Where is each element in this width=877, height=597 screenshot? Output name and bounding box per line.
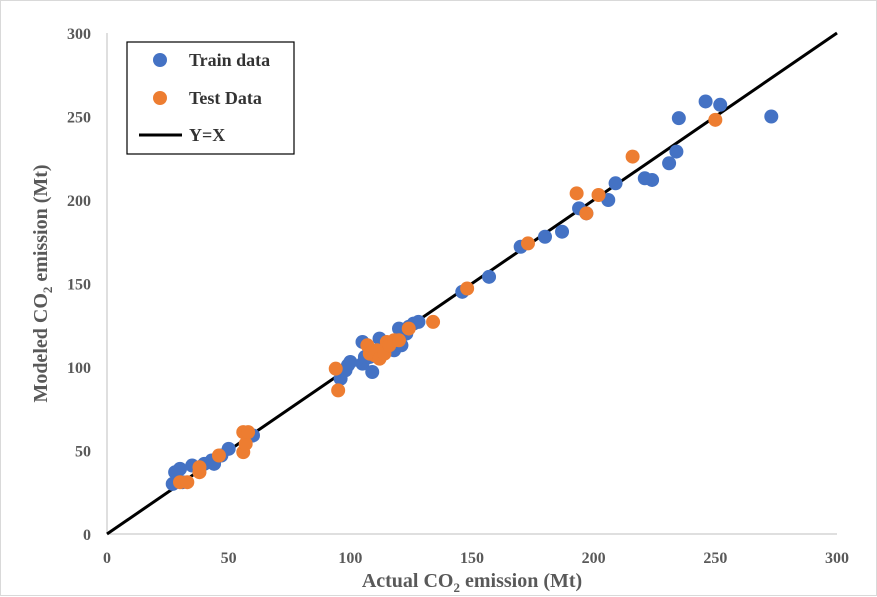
y-tick-label: 150	[67, 277, 91, 294]
y-tick-label: 50	[75, 444, 91, 461]
y-tick-label: 200	[67, 193, 91, 210]
x-tick-label: 50	[221, 550, 237, 567]
test-data-point	[328, 361, 343, 376]
legend-label-test: Test Data	[189, 88, 262, 108]
x-tick-label: 150	[460, 550, 484, 567]
test-data-point	[520, 236, 535, 251]
test-data-point	[460, 281, 475, 296]
y-tick-labels: 0 50 100 150 200 250 300	[67, 26, 91, 544]
train-data-point	[671, 111, 686, 126]
legend-label-line: Y=X	[189, 125, 225, 145]
test-data-point	[331, 383, 346, 398]
test-data-point	[569, 186, 584, 201]
train-data-point	[482, 269, 497, 284]
train-data-point	[365, 365, 380, 380]
test-data-point	[180, 475, 195, 490]
y-tick-label: 250	[67, 110, 91, 127]
test-data-point	[579, 206, 594, 221]
train-data-point	[645, 172, 660, 187]
test-data-point	[401, 321, 416, 336]
legend-label-train: Train data	[189, 50, 270, 70]
axes	[106, 33, 837, 535]
train-data-point	[343, 354, 358, 369]
x-tick-label: 250	[703, 550, 727, 567]
legend-marker-train	[153, 53, 167, 67]
x-axis-title: Actual CO2 emission (Mt)	[362, 570, 582, 595]
legend: Train data Test Data Y=X	[126, 41, 295, 155]
test-data-point	[591, 187, 606, 202]
train-data-point	[713, 97, 728, 112]
legend-marker-test	[153, 91, 167, 105]
train-data-point	[764, 109, 779, 124]
test-data-point	[241, 425, 256, 440]
x-tick-label: 0	[103, 550, 111, 567]
x-tick-labels: 0 50 100 150 200 250 300	[103, 550, 849, 567]
x-tick-label: 300	[825, 550, 849, 567]
train-data-point	[669, 144, 684, 159]
test-data-points	[173, 112, 723, 490]
train-data-point	[662, 156, 677, 171]
test-data-point	[192, 460, 207, 475]
train-data-point	[698, 94, 713, 109]
test-data-point	[392, 333, 406, 348]
y-axis-title: Modeled CO2 emission (Mt)	[30, 164, 55, 402]
test-data-point	[625, 149, 640, 164]
y-tick-label: 100	[67, 360, 91, 377]
test-data-point	[211, 448, 226, 463]
train-data-point	[173, 461, 187, 476]
x-tick-label: 100	[338, 550, 362, 567]
y-tick-label: 0	[83, 527, 91, 544]
train-data-point	[538, 229, 552, 244]
test-data-point	[238, 436, 253, 451]
test-data-point	[708, 112, 723, 127]
train-data-point	[608, 176, 623, 191]
y-tick-label: 300	[67, 26, 91, 43]
x-tick-label: 200	[582, 550, 606, 567]
test-data-point	[426, 314, 441, 329]
train-data-point	[555, 224, 570, 239]
